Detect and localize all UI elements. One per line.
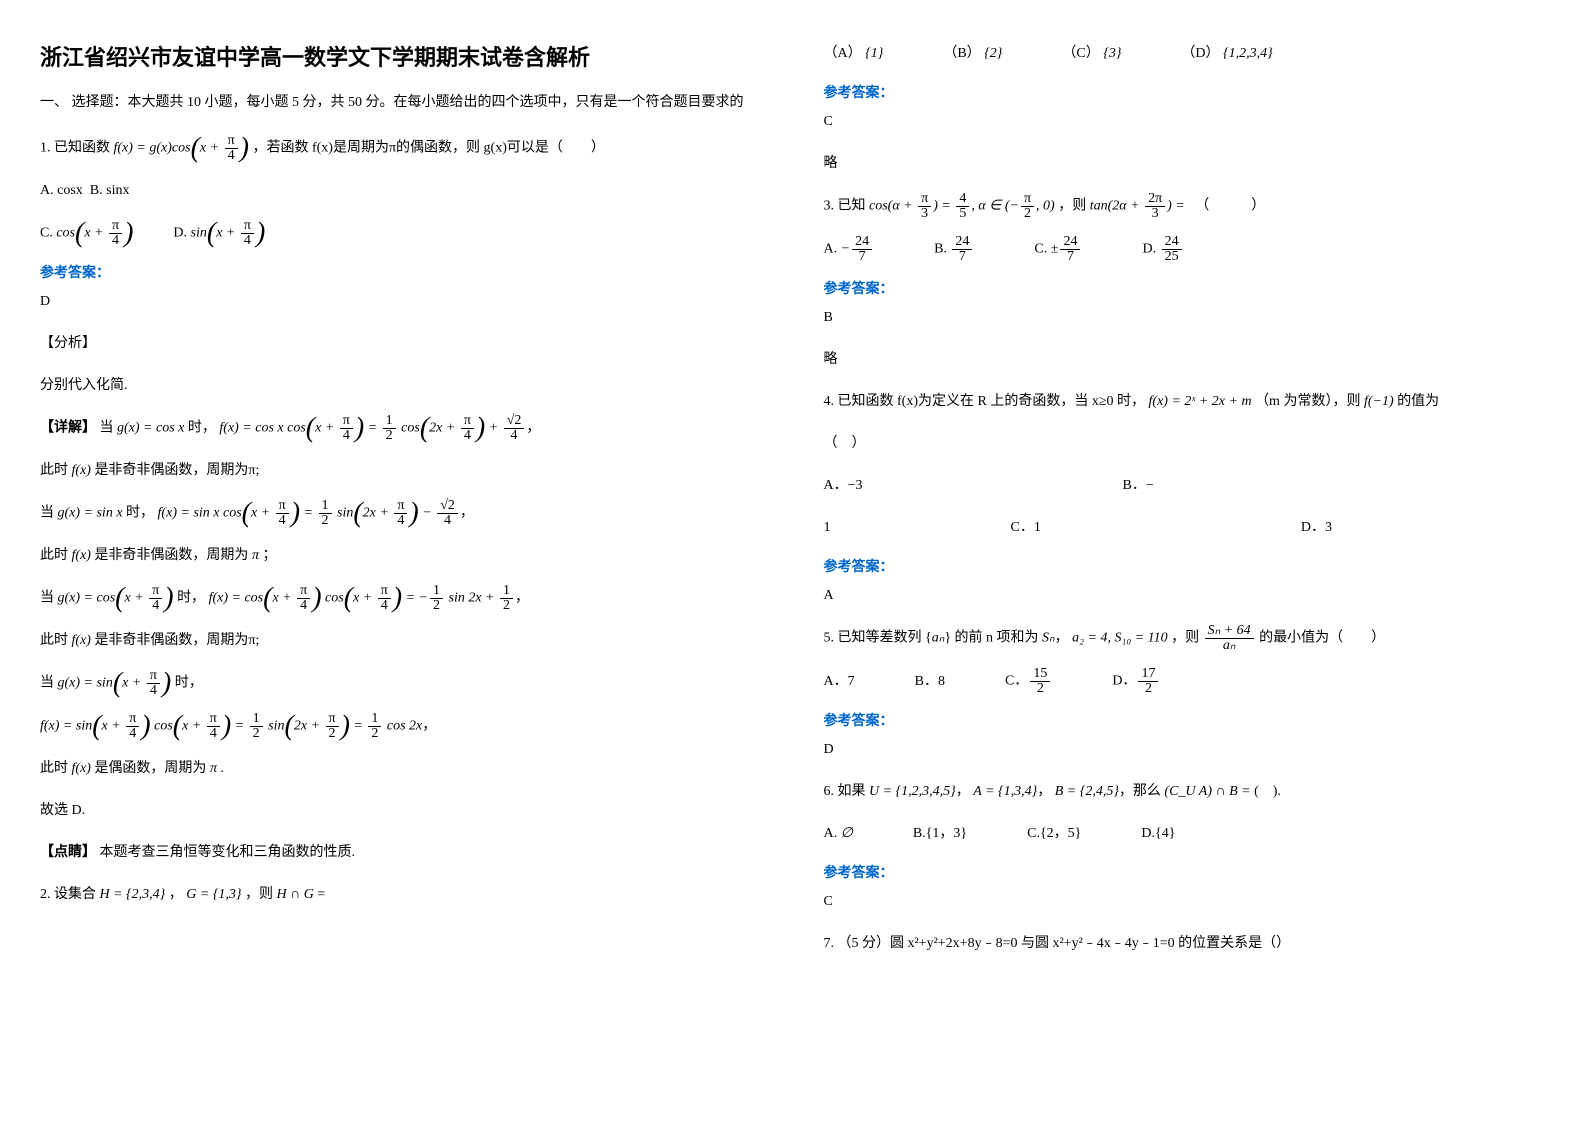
q4-optB: B．− bbox=[1123, 472, 1154, 500]
q1-nonodd-1: 此时 f(x) 是非奇非偶函数，周期为π; bbox=[40, 457, 764, 485]
q1-detail-3: 当 g(x) = cos(x + π4) 时， f(x) = cos(x + π… bbox=[40, 584, 764, 613]
question-6: 6. 如果 U = {1,2,3,4,5}， A = {1,3,4}， B = … bbox=[824, 778, 1548, 806]
q4-options-row2: 1 C．1 D．3 bbox=[824, 514, 1548, 542]
right-column: （A） {1} （B） {2} （C） {3} （D） {1,2,3,4} 参考… bbox=[824, 40, 1548, 972]
q3-options: A. −247 B. 247 C. ±247 D. 2425 bbox=[824, 235, 1548, 264]
question-2: 2. 设集合 H = {2,3,4} ， G = {1,3} ，则 H ∩ G … bbox=[40, 881, 764, 909]
q1-conclude: 故选 D. bbox=[40, 797, 764, 825]
q5-optC: C．152 bbox=[1005, 667, 1052, 696]
q1-optB: B. sinx bbox=[90, 183, 130, 198]
q3-answer-label: 参考答案： bbox=[824, 278, 1548, 298]
q1-even-4: 此时 f(x) 是偶函数，周期为 π . bbox=[40, 755, 764, 783]
q6-optA: A. ∅ bbox=[824, 820, 853, 848]
q2-lue: 略 bbox=[824, 150, 1548, 178]
q5-answer: D bbox=[824, 736, 1548, 764]
q1-optC: C. cos(x + π4) bbox=[40, 219, 133, 248]
q5-optD: D．172 bbox=[1112, 667, 1160, 696]
q1-stem-prefix: 1. 已知函数 bbox=[40, 141, 110, 156]
section-1-intro: 一、 选择题：本大题共 10 小题，每小题 5 分，共 50 分。在每小题给出的… bbox=[40, 92, 764, 114]
q6-answer-label: 参考答案： bbox=[824, 862, 1548, 882]
q6-optD: D.{4} bbox=[1141, 820, 1175, 848]
q6-answer: C bbox=[824, 888, 1548, 916]
q5-optB: B．8 bbox=[915, 668, 945, 696]
q1-detail-4: 当 g(x) = sin(x + π4) 时， bbox=[40, 669, 764, 698]
q1-detail-2: 当 g(x) = sin x 时， f(x) = sin x cos(x + π… bbox=[40, 499, 764, 528]
q1-stem-suffix: ，若函数 f(x)是周期为π的偶函数，则 g(x)可以是（ ） bbox=[252, 141, 604, 156]
left-column: 浙江省绍兴市友谊中学高一数学文下学期期末试卷含解析 一、 选择题：本大题共 10… bbox=[40, 40, 764, 972]
q4-answer: A bbox=[824, 582, 1548, 610]
q2-optC: （C） {3} bbox=[1062, 40, 1121, 68]
q4-optD: D．3 bbox=[1301, 514, 1332, 542]
q2-optB: （B） {2} bbox=[943, 40, 1002, 68]
q4-optA: A．−3 bbox=[824, 472, 863, 500]
q1-nonodd-2: 此时 f(x) 是非奇非偶函数，周期为 π ； bbox=[40, 542, 764, 570]
q3-optB: B. 247 bbox=[934, 235, 974, 264]
q4-optB2: 1 bbox=[824, 514, 831, 542]
document-title: 浙江省绍兴市友谊中学高一数学文下学期期末试卷含解析 bbox=[40, 40, 764, 72]
page-container: 浙江省绍兴市友谊中学高一数学文下学期期末试卷含解析 一、 选择题：本大题共 10… bbox=[40, 40, 1547, 972]
q1-dianjing: 【点睛】 本题考查三角恒等变化和三角函数的性质. bbox=[40, 839, 764, 867]
q5-options: A．7 B．8 C．152 D．172 bbox=[824, 667, 1548, 696]
q1-optD: D. sin(x + π4) bbox=[173, 219, 265, 248]
question-7: 7. （5 分）圆 x²+y²+2x+8y﹣8=0 与圆 x²+y²﹣4x﹣4y… bbox=[824, 930, 1548, 958]
q1-options-cd: C. cos(x + π4) D. sin(x + π4) bbox=[40, 219, 764, 248]
q1-answer-label: 参考答案： bbox=[40, 262, 764, 282]
q4-paren: （ ） bbox=[824, 430, 1548, 458]
q6-options: A. ∅ B.{1，3} C.{2，5} D.{4} bbox=[824, 820, 1548, 848]
q3-lue: 略 bbox=[824, 346, 1548, 374]
q5-optA: A．7 bbox=[824, 668, 855, 696]
q1-detail-4b: f(x) = sin(x + π4) cos(x + π4) = 12 sin(… bbox=[40, 712, 764, 741]
q1-detail-1: 【详解】 当 g(x) = cos x 时， f(x) = cos x cos(… bbox=[40, 414, 764, 443]
q1-options-ab: A. cosx B. sinx bbox=[40, 177, 764, 205]
q6-optB: B.{1，3} bbox=[913, 820, 967, 848]
q1-optA: A. cosx bbox=[40, 183, 83, 198]
q1-analysis-label: 【分析】 bbox=[40, 330, 764, 358]
question-3: 3. 已知 cos(α + π3) = 45, α ∈ (−π2, 0) ，则 … bbox=[824, 192, 1548, 221]
question-4: 4. 已知函数 f(x)为定义在 R 上的奇函数，当 x≥0 时， f(x) =… bbox=[824, 388, 1548, 416]
q1-formula: f(x) = g(x)cos(x + π4) bbox=[114, 134, 249, 163]
q1-analysis-text: 分别代入化简. bbox=[40, 372, 764, 400]
q2-answer: C bbox=[824, 108, 1548, 136]
q2-optA: （A） {1} bbox=[824, 40, 884, 68]
question-5: 5. 已知等差数列 {aₙ} 的前 n 项和为 Sₙ， a₂ = 4, S₁₀ … bbox=[824, 624, 1548, 653]
q1-answer: D bbox=[40, 288, 764, 316]
q4-optC: C．1 bbox=[1011, 514, 1041, 542]
q2-options: （A） {1} （B） {2} （C） {3} （D） {1,2,3,4} bbox=[824, 40, 1548, 68]
question-1: 1. 已知函数 f(x) = g(x)cos(x + π4) ，若函数 f(x)… bbox=[40, 134, 764, 163]
q3-optD: D. 2425 bbox=[1142, 235, 1183, 264]
q2-optD: （D） {1,2,3,4} bbox=[1181, 40, 1272, 68]
q3-answer: B bbox=[824, 304, 1548, 332]
q4-answer-label: 参考答案： bbox=[824, 556, 1548, 576]
q4-options-row1: A．−3 B．− bbox=[824, 472, 1548, 500]
q3-optA: A. −247 bbox=[824, 235, 875, 264]
q2-answer-label: 参考答案： bbox=[824, 82, 1548, 102]
q5-answer-label: 参考答案： bbox=[824, 710, 1548, 730]
q1-nonodd-3: 此时 f(x) 是非奇非偶函数，周期为π; bbox=[40, 627, 764, 655]
q3-optC: C. ±247 bbox=[1034, 235, 1082, 264]
q6-optC: C.{2，5} bbox=[1027, 820, 1081, 848]
